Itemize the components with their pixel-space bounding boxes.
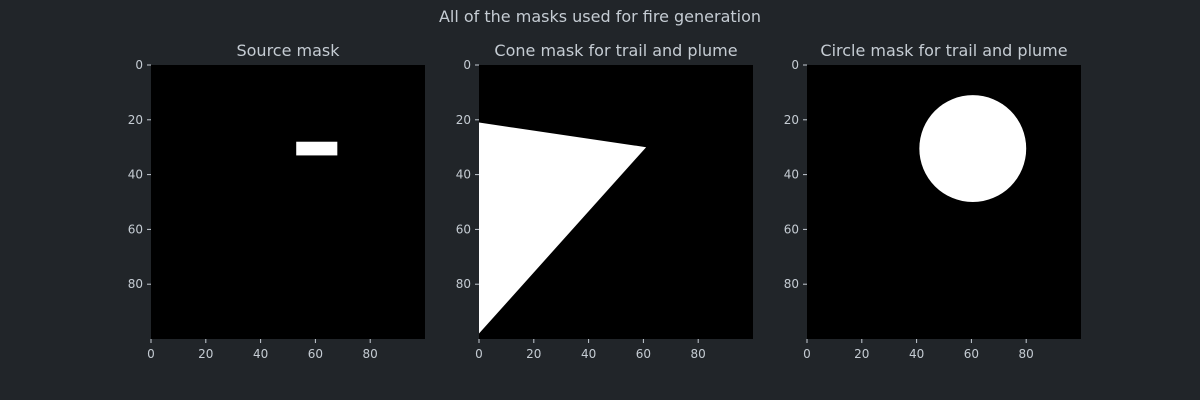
- x-tick-label: 20: [526, 347, 541, 361]
- y-tick-label: 20: [128, 113, 143, 127]
- y-tick-label: 60: [456, 222, 471, 236]
- y-tick-label: 40: [784, 168, 799, 182]
- x-tick-label: 60: [308, 347, 323, 361]
- x-tick-label: 0: [475, 347, 483, 361]
- y-tick-label: 60: [128, 222, 143, 236]
- mask-region: [479, 122, 647, 334]
- x-tick-label: 0: [147, 347, 155, 361]
- y-tick-label: 80: [456, 277, 471, 291]
- x-tick-label: 60: [964, 347, 979, 361]
- panel-cone-mask: Cone mask for trail and plume 0 20 40 60 80 0…: [456, 41, 753, 361]
- x-tick-label: 40: [581, 347, 596, 361]
- y-tick-label: 0: [463, 58, 471, 72]
- y-tick-label: 0: [791, 58, 799, 72]
- x-tick-label: 20: [198, 347, 213, 361]
- x-tick-label: 20: [854, 347, 869, 361]
- x-tick-label: 40: [909, 347, 924, 361]
- y-tick-label: 80: [128, 277, 143, 291]
- mask-region: [919, 95, 1027, 202]
- panel-title: Circle mask for trail and plume: [820, 41, 1067, 60]
- y-tick-label: 0: [135, 58, 143, 72]
- panel-source-mask: Source mask 0 20 40 60 80 0 20 40 60 80: [128, 41, 425, 361]
- y-tick-label: 60: [784, 222, 799, 236]
- mask-background: [151, 65, 425, 339]
- x-tick-label: 40: [253, 347, 268, 361]
- x-tick-label: 0: [803, 347, 811, 361]
- x-tick-label: 80: [1019, 347, 1034, 361]
- y-tick-label: 20: [784, 113, 799, 127]
- mask-region: [296, 141, 338, 156]
- panel-title: Source mask: [236, 41, 340, 60]
- panel-title: Cone mask for trail and plume: [494, 41, 737, 60]
- y-tick-label: 80: [784, 277, 799, 291]
- panel-circle-mask: Circle mask for trail and plume 0 20 40 60 8…: [784, 41, 1081, 361]
- y-tick-label: 40: [128, 168, 143, 182]
- x-tick-label: 80: [363, 347, 378, 361]
- figure-title: All of the masks used for fire generatio…: [439, 7, 761, 26]
- x-tick-label: 60: [636, 347, 651, 361]
- y-tick-label: 20: [456, 113, 471, 127]
- x-tick-label: 80: [691, 347, 706, 361]
- y-tick-label: 40: [456, 168, 471, 182]
